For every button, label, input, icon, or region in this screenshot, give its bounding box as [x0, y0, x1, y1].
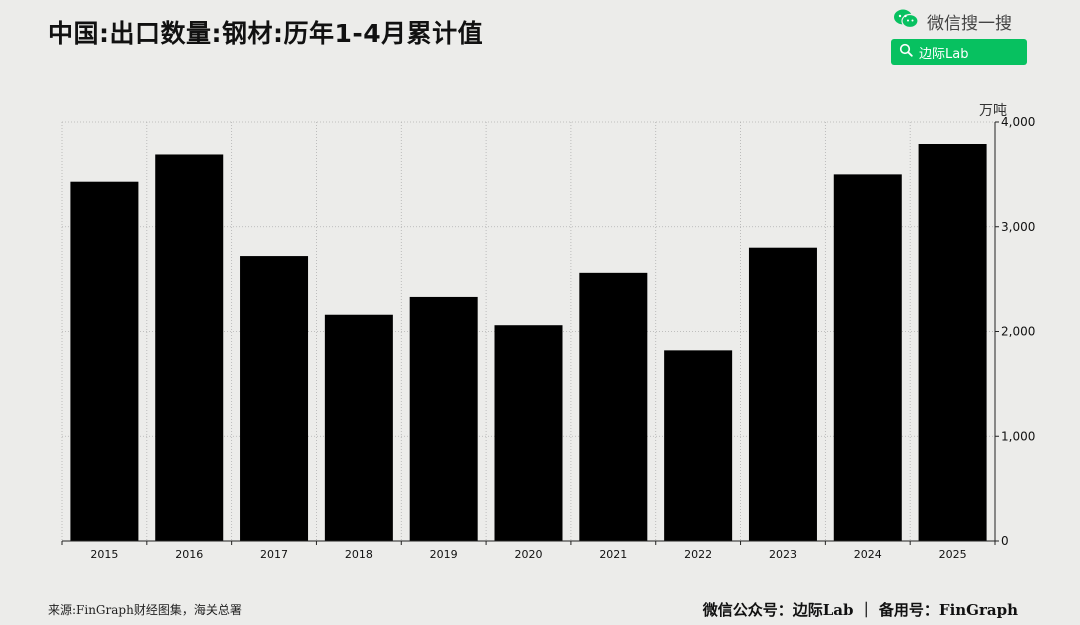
search-icon	[899, 43, 913, 61]
wechat-search-brand[interactable]: 微信搜一搜	[893, 8, 1012, 34]
y-tick-labels: 0 1,000 2,000 3,000 4,000	[1001, 115, 1035, 548]
x-tick-label: 2025	[939, 548, 967, 561]
bars	[70, 143, 987, 541]
wechat-icon	[893, 8, 919, 34]
x-tick-label: 2021	[599, 548, 627, 561]
y-tick-label: 3,000	[1001, 220, 1035, 234]
x-tick-label: 2024	[854, 548, 882, 561]
bar-2023	[748, 247, 817, 541]
bar-2020	[494, 325, 563, 541]
bar-2019	[409, 296, 478, 541]
x-tick-labels: 2015 2016 2017 2018 2019 2020 2021 2022 2023 2024…	[90, 548, 966, 561]
bar-2022	[664, 350, 733, 541]
bar-2018	[324, 314, 393, 541]
x-tick-label: 2018	[345, 548, 373, 561]
x-tick-label: 2023	[769, 548, 797, 561]
wechat-search-text: 微信搜一搜	[927, 13, 1012, 34]
source-note: 来源:FinGraph财经图集，海关总署	[48, 603, 242, 617]
bar-2025	[918, 143, 987, 541]
bar-2017	[240, 256, 309, 541]
x-tick-label: 2022	[684, 548, 712, 561]
bar-2024	[833, 174, 902, 541]
search-button-label: 边际Lab	[919, 46, 969, 62]
bar-2016	[155, 154, 224, 541]
x-tick-label: 2020	[515, 548, 543, 561]
bar-2021	[579, 272, 648, 541]
x-tick-label: 2016	[175, 548, 203, 561]
x-tick-label: 2017	[260, 548, 288, 561]
axes	[61, 121, 999, 545]
y-tick-label: 0	[1001, 534, 1009, 548]
search-button[interactable]: 边际Lab	[891, 39, 1027, 65]
brand-footer: 微信公众号：边际Lab ｜ 备用号：FinGraph	[702, 601, 1018, 619]
chart-title: 中国:出口数量:钢材:历年1-4月累计值	[48, 19, 484, 48]
y-axis-unit: 万吨	[979, 103, 1007, 119]
x-tick-label: 2015	[90, 548, 118, 561]
y-tick-label: 1,000	[1001, 429, 1035, 443]
y-tick-label: 2,000	[1001, 325, 1035, 339]
y-tick-label: 4,000	[1001, 115, 1035, 129]
x-tick-label: 2019	[430, 548, 458, 561]
bar-2015	[70, 181, 139, 541]
